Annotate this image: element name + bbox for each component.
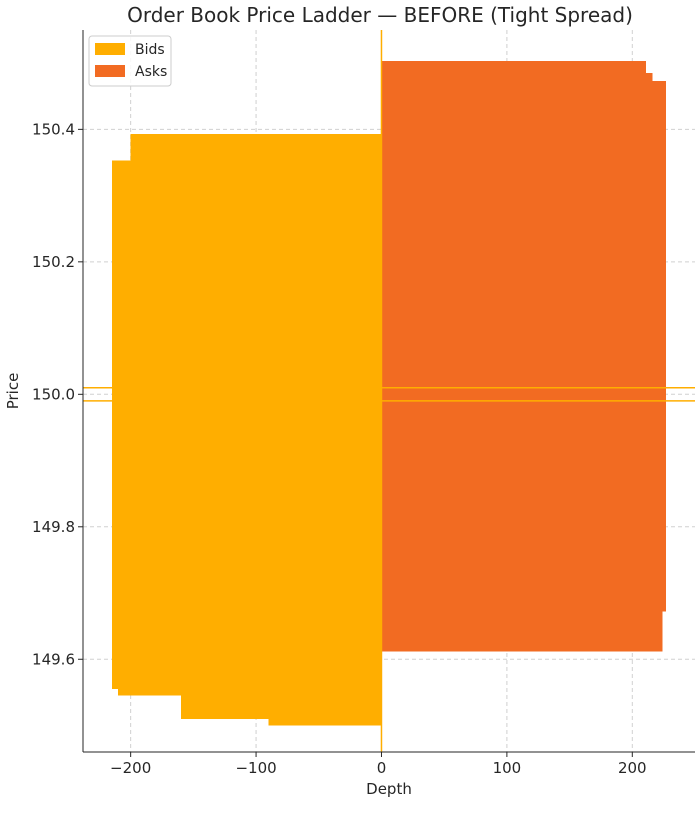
bids-bar [268, 718, 382, 726]
asks-bar [381, 61, 647, 74]
asks-bar [381, 81, 667, 612]
legend-label-asks: Asks [135, 64, 167, 80]
bids-bar [111, 160, 382, 690]
x-tick-label: 200 [618, 759, 647, 777]
y-tick-label: 149.8 [32, 518, 75, 536]
legend-swatch-asks [95, 65, 125, 77]
asks-bar [381, 611, 663, 652]
ticks-layer: −200 −100 0 100 200 149.6 149.8 150.0 150.2 150.4 [32, 30, 695, 777]
x-axis-label: Depth [366, 780, 412, 798]
bids-bar [180, 695, 382, 719]
y-tick-label: 150.2 [32, 253, 75, 271]
legend: Bids Asks [88, 35, 172, 87]
chart-title: Order Book Price Ladder — BEFORE (Tight … [127, 3, 633, 27]
x-tick-label: 100 [493, 759, 522, 777]
asks-bar [381, 73, 653, 82]
legend-swatch-bids [95, 43, 125, 55]
y-axis-label: Price [4, 373, 22, 410]
x-tick-label: −200 [110, 759, 151, 777]
reference-lines [83, 30, 695, 752]
y-tick-label: 149.6 [32, 650, 75, 668]
legend-label-bids: Bids [135, 42, 165, 58]
x-tick-label: 0 [377, 759, 387, 777]
x-tick-label: −100 [235, 759, 276, 777]
bids-bar [130, 133, 382, 161]
bids-bar [118, 689, 382, 696]
y-tick-label: 150.0 [32, 385, 75, 403]
bars-layer [111, 61, 667, 726]
y-tick-label: 150.4 [32, 120, 75, 138]
